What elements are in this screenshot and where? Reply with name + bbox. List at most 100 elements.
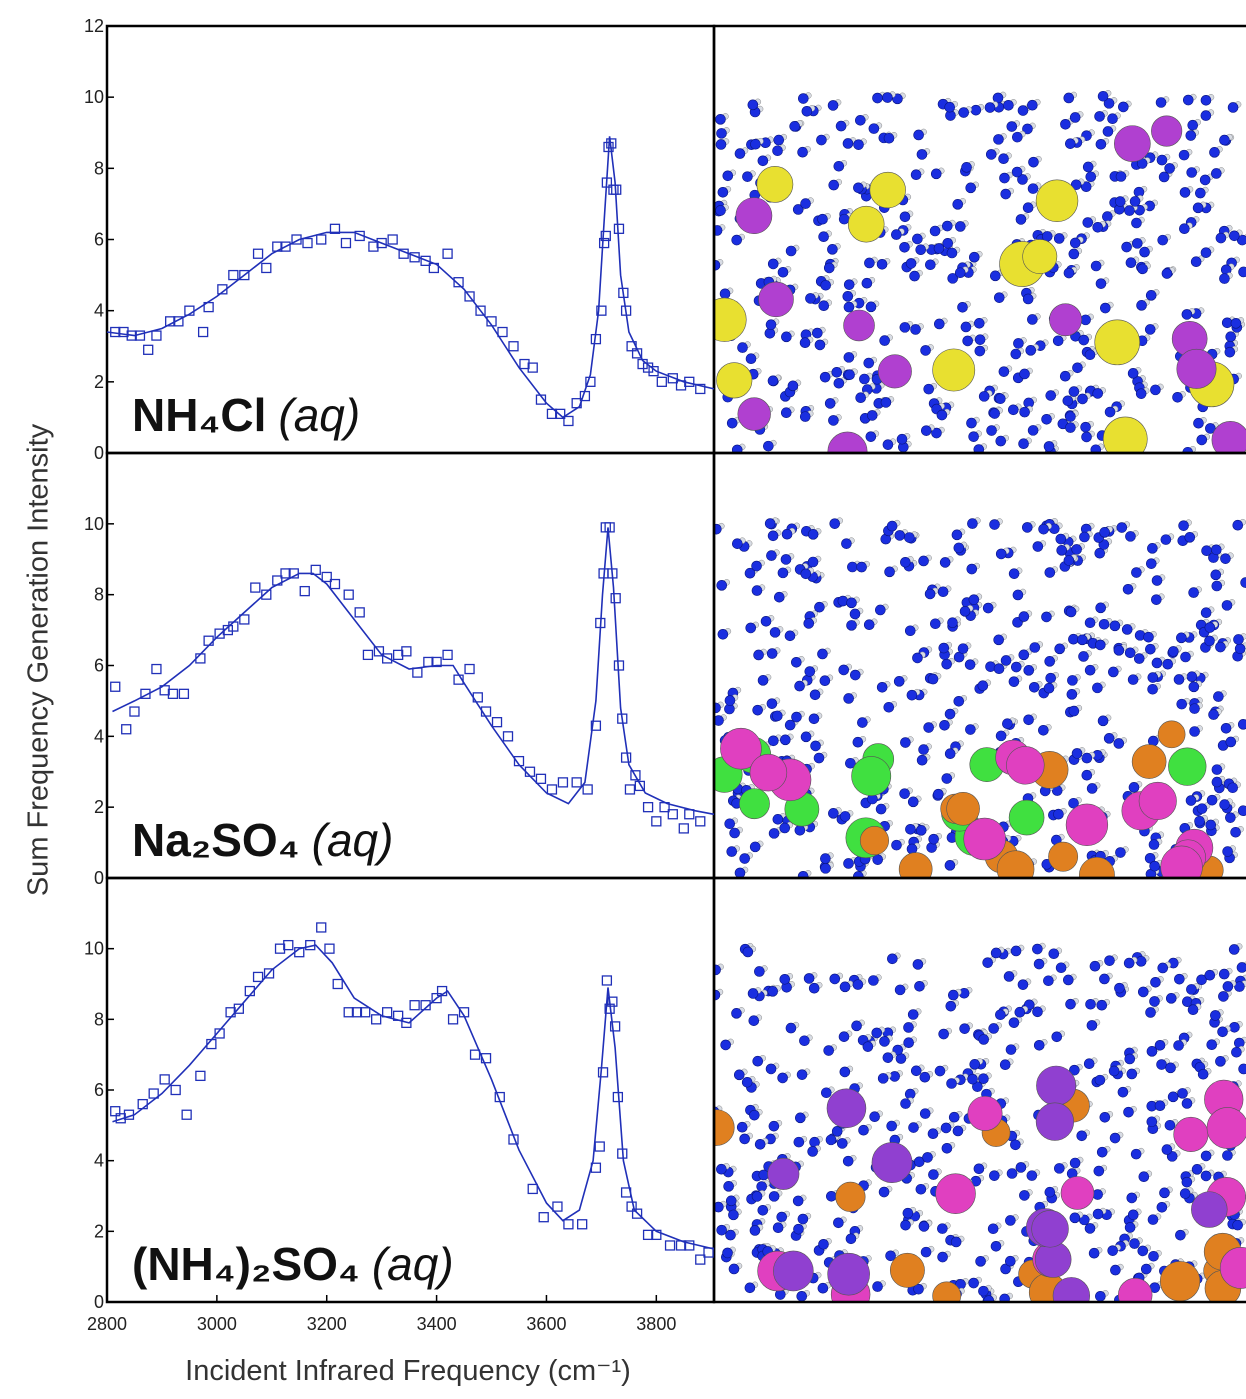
atom [1204, 969, 1216, 981]
atom [720, 1039, 731, 1051]
atom [1175, 1229, 1186, 1241]
atom [1114, 982, 1125, 994]
atom [975, 1256, 986, 1267]
atom [1124, 647, 1136, 659]
atom [1080, 421, 1091, 433]
data-point [620, 1187, 632, 1198]
atom [1147, 543, 1158, 554]
atom [1210, 569, 1222, 581]
atom [753, 649, 764, 661]
atom [1033, 1039, 1045, 1051]
atom [1179, 1188, 1191, 1199]
atom [781, 528, 793, 540]
atom [715, 139, 727, 150]
atom [1063, 974, 1074, 986]
atom [1103, 733, 1115, 744]
atom [839, 811, 851, 822]
data-point [159, 1074, 170, 1085]
atom [927, 673, 939, 685]
atom [1096, 999, 1108, 1011]
atom [837, 595, 849, 607]
atom [918, 1221, 930, 1232]
atom [807, 1146, 818, 1157]
atom [1107, 1245, 1118, 1256]
data-point [601, 177, 613, 188]
atom [731, 444, 743, 453]
data-point [329, 223, 341, 234]
data-point [420, 1000, 431, 1011]
atom [1144, 853, 1156, 864]
atom [1044, 656, 1056, 667]
atom [1055, 962, 1067, 974]
x-tick-label: 3800 [636, 1314, 676, 1334]
ion [1022, 239, 1058, 274]
atom [944, 101, 956, 113]
atom [1186, 671, 1198, 683]
atom [722, 1247, 733, 1259]
atom [1043, 975, 1054, 987]
atom [982, 602, 994, 614]
atom [765, 1063, 777, 1075]
atom [955, 221, 966, 232]
atom [1147, 672, 1159, 683]
atom [1095, 278, 1107, 289]
data-point [613, 660, 625, 671]
atom [966, 563, 978, 575]
atom [1099, 527, 1110, 538]
atom [1094, 1074, 1106, 1086]
atom [842, 1155, 854, 1167]
snapshot-atoms [714, 942, 1246, 1302]
data-point [409, 252, 420, 263]
atom [938, 642, 950, 654]
atom [865, 431, 877, 442]
ion [1065, 803, 1109, 846]
atom [858, 1124, 869, 1136]
data-point [604, 1003, 615, 1014]
ion [827, 431, 868, 453]
atom [744, 567, 756, 579]
atom [1199, 174, 1211, 186]
atom [1003, 971, 1015, 982]
atom [941, 658, 952, 670]
data-point [695, 383, 706, 395]
data-point [420, 255, 431, 267]
data-point [110, 326, 121, 338]
atom [973, 318, 985, 329]
data-point [151, 663, 162, 675]
atom [1181, 1176, 1193, 1188]
atom [1110, 1264, 1121, 1276]
data-point [368, 241, 379, 252]
atom [722, 170, 734, 182]
atom [1017, 105, 1029, 116]
atom [1232, 1219, 1243, 1231]
data-point [612, 1091, 624, 1103]
data-point [173, 316, 184, 327]
atom [1008, 676, 1020, 687]
atom [780, 554, 792, 565]
data-point [571, 777, 582, 788]
atom [833, 1217, 844, 1229]
data-point [458, 1007, 470, 1018]
atom [777, 1072, 788, 1084]
data-point [620, 305, 632, 316]
ion [739, 788, 770, 820]
atom [946, 247, 958, 259]
data-point [409, 1000, 420, 1011]
y-tick-label: 4 [94, 1151, 104, 1171]
atom [1000, 655, 1012, 666]
data-point [667, 373, 678, 384]
atom [714, 225, 723, 236]
atom [907, 796, 919, 808]
atom [1022, 522, 1033, 533]
atom [1113, 738, 1125, 749]
atom [1128, 782, 1140, 793]
atom [1149, 996, 1160, 1007]
atom [843, 693, 854, 704]
ion [773, 1250, 814, 1292]
atom [947, 617, 958, 629]
ion [1060, 1176, 1095, 1210]
ion [1157, 720, 1186, 749]
atom [798, 93, 809, 104]
atom [1045, 672, 1056, 684]
